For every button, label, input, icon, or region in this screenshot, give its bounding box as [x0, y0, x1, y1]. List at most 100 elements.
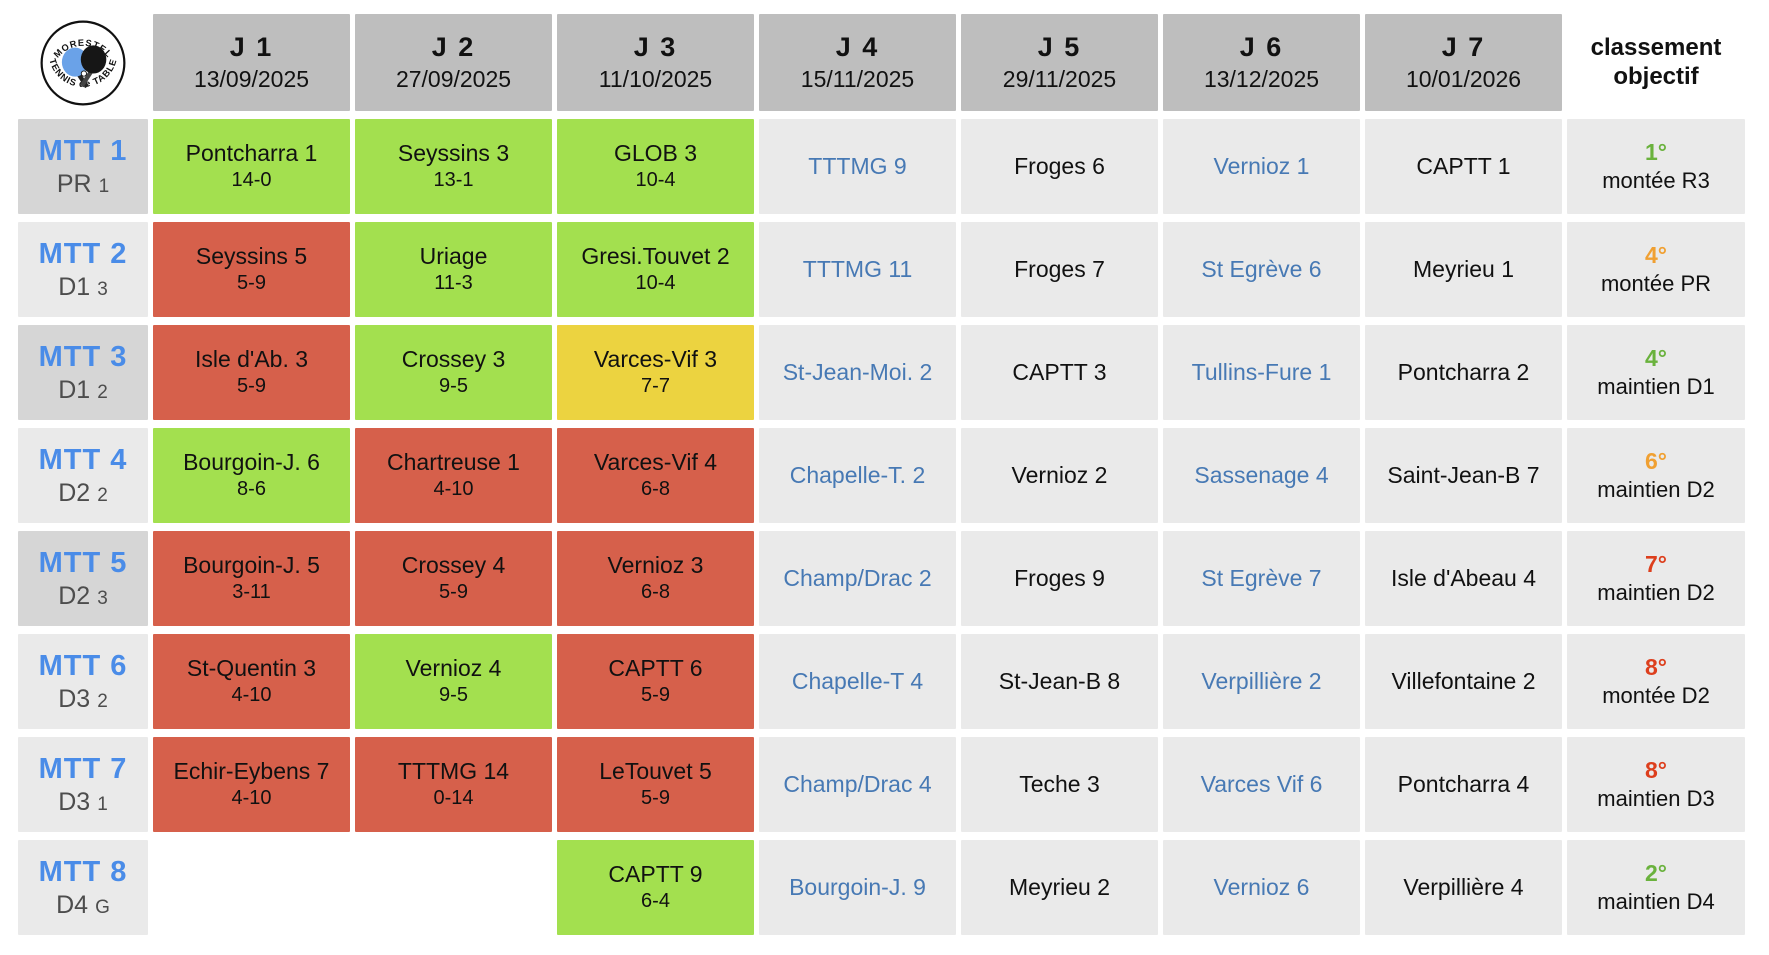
match-cell: Froges 9 [961, 531, 1158, 626]
results-board: MORESTEL TENNIS de TABLE J 113/09/2025J … [18, 14, 1745, 935]
objective-text: maintien D2 [1597, 477, 1715, 503]
round-header: J 5 29/11/2025 [961, 14, 1158, 111]
empty-cell [153, 840, 350, 935]
team-division: D2 3 [58, 582, 108, 612]
objective-cell: 4° montée PR [1567, 222, 1745, 317]
opponent-name: Verpillière 4 [1403, 873, 1524, 900]
opponent-name: Froges 7 [1014, 255, 1105, 282]
match-cell: Echir-Eybens 7 4-10 [153, 737, 350, 832]
objective-rank: 6° [1645, 447, 1667, 474]
opponent-name: TTTMG 11 [802, 255, 913, 282]
opponent-name: Saint-Jean-B 7 [1387, 461, 1540, 488]
match-cell: LeTouvet 5 5-9 [557, 737, 754, 832]
division-group: 3 [97, 587, 108, 609]
round-label: J 5 [1037, 31, 1082, 62]
match-cell: Froges 6 [961, 119, 1158, 214]
division-label: D2 [58, 478, 91, 507]
match-cell: Chapelle-T. 2 [759, 428, 956, 523]
opponent-name: Isle d'Abeau 4 [1390, 564, 1537, 591]
objective-rank: 8° [1645, 653, 1667, 680]
match-cell: Pontcharra 1 14-0 [153, 119, 350, 214]
objective-rank: 4° [1645, 241, 1667, 268]
objective-cell: 8° montée D2 [1567, 634, 1745, 729]
objective-cell: 8° maintien D3 [1567, 737, 1745, 832]
round-header: J 4 15/11/2025 [759, 14, 956, 111]
match-score: 14-0 [231, 169, 272, 192]
match-cell: Meyrieu 2 [961, 840, 1158, 935]
match-score: 11-3 [434, 272, 473, 295]
match-score: 13-1 [433, 169, 474, 192]
team-name: MTT 6 [38, 649, 128, 682]
empty-cell [355, 840, 552, 935]
division-group: 2 [97, 690, 108, 712]
opponent-name: St Egrève 6 [1201, 255, 1322, 282]
round-date: 13/09/2025 [193, 66, 310, 93]
division-label: D1 [58, 375, 91, 404]
objective-cell: 1° montée R3 [1567, 119, 1745, 214]
match-cell: St-Jean-Moi. 2 [759, 325, 956, 420]
match-cell: Meyrieu 1 [1365, 222, 1562, 317]
opponent-name: St Egrève 7 [1201, 564, 1322, 591]
opponent-name: St-Quentin 3 [186, 655, 317, 682]
match-cell: GLOB 3 10-4 [557, 119, 754, 214]
opponent-name: Seyssins 3 [397, 140, 510, 167]
team-division: D1 3 [58, 273, 108, 303]
match-cell: Pontcharra 4 [1365, 737, 1562, 832]
match-cell: Vernioz 2 [961, 428, 1158, 523]
match-cell: St Egrève 6 [1163, 222, 1360, 317]
match-cell: St-Quentin 3 4-10 [153, 634, 350, 729]
round-header: J 2 27/09/2025 [355, 14, 552, 111]
opponent-name: St-Jean-B 8 [998, 667, 1121, 694]
team-division: D3 2 [58, 685, 108, 715]
opponent-name: Vernioz 1 [1213, 152, 1310, 179]
match-score: 7-7 [641, 375, 670, 398]
objective-rank: 7° [1645, 550, 1667, 577]
team-row-label: MTT 1 PR 1 [18, 119, 148, 214]
division-group: 1 [97, 793, 108, 815]
division-group: 3 [97, 278, 108, 300]
match-cell: Uriage 11-3 [355, 222, 552, 317]
match-cell: Vernioz 4 9-5 [355, 634, 552, 729]
opponent-name: CAPTT 1 [1416, 152, 1511, 179]
round-date: 10/01/2026 [1405, 66, 1522, 93]
match-cell: CAPTT 3 [961, 325, 1158, 420]
opponent-name: Tullins-Fure 1 [1191, 358, 1332, 385]
match-score: 10-4 [635, 169, 676, 192]
match-cell: CAPTT 6 5-9 [557, 634, 754, 729]
objective-text: maintien D4 [1597, 889, 1715, 915]
objective-text: maintien D1 [1597, 374, 1715, 400]
opponent-name: Seyssins 5 [195, 243, 308, 270]
opponent-name: Chapelle-T 4 [791, 667, 924, 694]
match-score: 3-11 [232, 581, 271, 604]
opponent-name: Pontcharra 2 [1397, 358, 1530, 385]
team-row-label: MTT 6 D3 2 [18, 634, 148, 729]
match-cell: Champ/Drac 4 [759, 737, 956, 832]
opponent-name: Chapelle-T. 2 [789, 461, 926, 488]
objective-rank: 4° [1645, 344, 1667, 371]
opponent-name: Meyrieu 2 [1009, 873, 1110, 900]
match-score: 6-8 [641, 581, 670, 604]
opponent-name: Pontcharra 4 [1397, 770, 1530, 797]
match-cell: Champ/Drac 2 [759, 531, 956, 626]
team-division: D2 2 [58, 479, 108, 509]
opponent-name: Varces Vif 6 [1200, 770, 1323, 797]
match-cell: Sassenage 4 [1163, 428, 1360, 523]
team-name: MTT 2 [38, 237, 128, 270]
opponent-name: Varces-Vif 3 [593, 346, 718, 373]
match-cell: Teche 3 [961, 737, 1158, 832]
round-date: 11/10/2025 [598, 66, 713, 93]
opponent-name: Crossey 3 [401, 346, 506, 373]
match-score: 5-9 [641, 684, 670, 707]
opponent-name: Bourgoin-J. 9 [789, 873, 926, 900]
match-cell: Villefontaine 2 [1365, 634, 1562, 729]
round-label: J 7 [1441, 31, 1486, 62]
round-header: J 3 11/10/2025 [557, 14, 754, 111]
match-score: 6-4 [641, 890, 670, 913]
opponent-name: Vernioz 4 [405, 655, 502, 682]
opponent-name: Vernioz 6 [1213, 873, 1310, 900]
opponent-name: Sassenage 4 [1194, 461, 1329, 488]
match-score: 5-9 [237, 375, 266, 398]
team-division: D4 G [56, 891, 110, 921]
paddles-icon [61, 44, 107, 88]
match-cell: Chartreuse 1 4-10 [355, 428, 552, 523]
